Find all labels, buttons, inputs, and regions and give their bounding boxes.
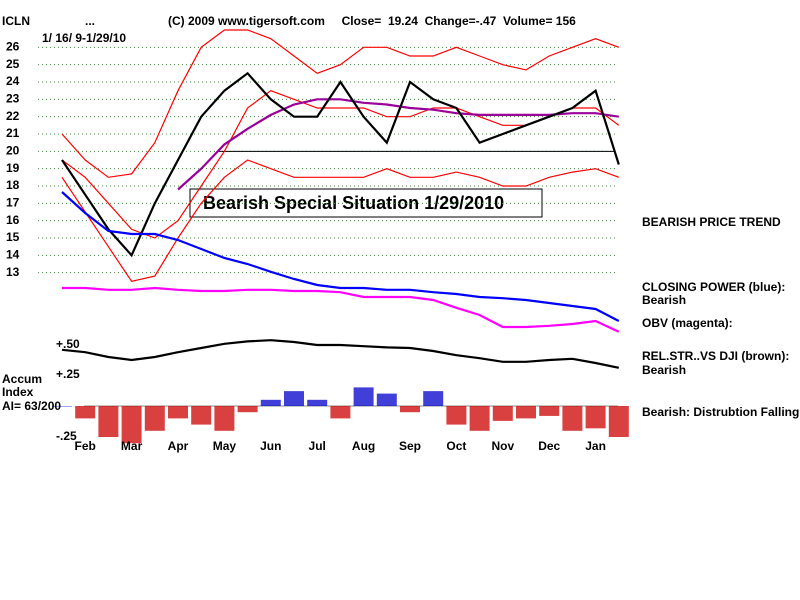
x-tick-label: Jun: [260, 439, 281, 453]
accum-label: Index: [2, 385, 34, 399]
x-tick-label: Nov: [491, 439, 514, 453]
x-tick-label: Aug: [352, 439, 375, 453]
y-tick-label: -.25: [56, 429, 77, 443]
bar: [562, 406, 583, 431]
y-tick-label: 14: [6, 248, 20, 262]
bar: [75, 406, 96, 419]
bar: [121, 406, 142, 444]
y-tick-label: 24: [6, 74, 20, 88]
x-tick-label: Apr: [168, 439, 189, 453]
info: (C) 2009 www.tigersoft.com Close= 19.24 …: [168, 14, 576, 28]
series-line: [62, 286, 620, 333]
y-tick-label: 19: [6, 161, 20, 175]
series-line: [61, 71, 620, 258]
x-tick-label: Oct: [446, 439, 466, 453]
bar: [608, 406, 629, 437]
bar: [492, 406, 513, 421]
x-tick-label: Dec: [538, 439, 560, 453]
y-tick-label: 23: [6, 92, 20, 106]
note: BEARISH PRICE TREND: [642, 215, 781, 229]
note: OBV (magenta):: [642, 316, 733, 330]
y-tick-label: 15: [6, 230, 20, 244]
bar: [237, 406, 258, 413]
bar: [423, 391, 444, 406]
bar: [353, 387, 374, 406]
series-line: [177, 98, 619, 191]
bar: [284, 391, 304, 406]
bar: [214, 406, 235, 431]
y-tick-label: 21: [6, 126, 20, 140]
x-tick-label: May: [213, 439, 237, 453]
dots: ...: [85, 14, 95, 28]
x-tick-label: Mar: [121, 439, 143, 453]
y-tick-label: 20: [6, 144, 20, 158]
bar: [376, 393, 397, 406]
x-tick-label: Feb: [75, 439, 96, 453]
bar: [516, 406, 536, 419]
y-tick-label: 18: [6, 178, 20, 192]
note: Bearish: Distrubtion Falling.: [642, 405, 800, 419]
annotation: Bearish Special Situation 1/29/2010: [203, 193, 504, 213]
accum-label: AI= 63/200: [2, 399, 61, 413]
bar: [469, 406, 490, 431]
bar: [168, 406, 188, 419]
symbol: ICLN: [2, 14, 30, 28]
note: Bearish: [642, 363, 686, 377]
series-line: [61, 159, 620, 282]
y-tick-label: 16: [6, 213, 20, 227]
bar: [539, 406, 560, 416]
x-tick-label: Jul: [309, 439, 326, 453]
series-line: [61, 29, 620, 178]
bar: [307, 399, 328, 406]
bar: [144, 406, 165, 431]
x-tick-label: Sep: [399, 439, 421, 453]
bar: [585, 406, 606, 429]
y-tick-label: 26: [6, 40, 20, 54]
bar: [330, 406, 351, 419]
note: REL.STR..VS DJI (brown):: [642, 349, 789, 363]
y-tick-label: 17: [6, 196, 20, 210]
note: Bearish: [642, 293, 686, 307]
y-tick-label: +.50: [56, 337, 80, 351]
x-tick-label: Jan: [585, 439, 606, 453]
bar: [191, 406, 212, 425]
bar: [98, 406, 119, 437]
bar: [446, 406, 467, 425]
bar: [260, 399, 281, 406]
note: CLOSING POWER (blue):: [642, 280, 785, 294]
y-tick-label: 22: [6, 109, 20, 123]
accum-label: Accum: [2, 372, 42, 386]
bar: [400, 406, 420, 413]
series-line: [61, 339, 620, 369]
series-line: [61, 191, 620, 322]
y-tick-label: 13: [6, 265, 20, 279]
bar: [52, 406, 72, 407]
date-range: 1/ 16/ 9-1/29/10: [42, 31, 126, 45]
y-tick-label: +.25: [56, 367, 80, 381]
y-tick-label: 25: [6, 57, 20, 71]
